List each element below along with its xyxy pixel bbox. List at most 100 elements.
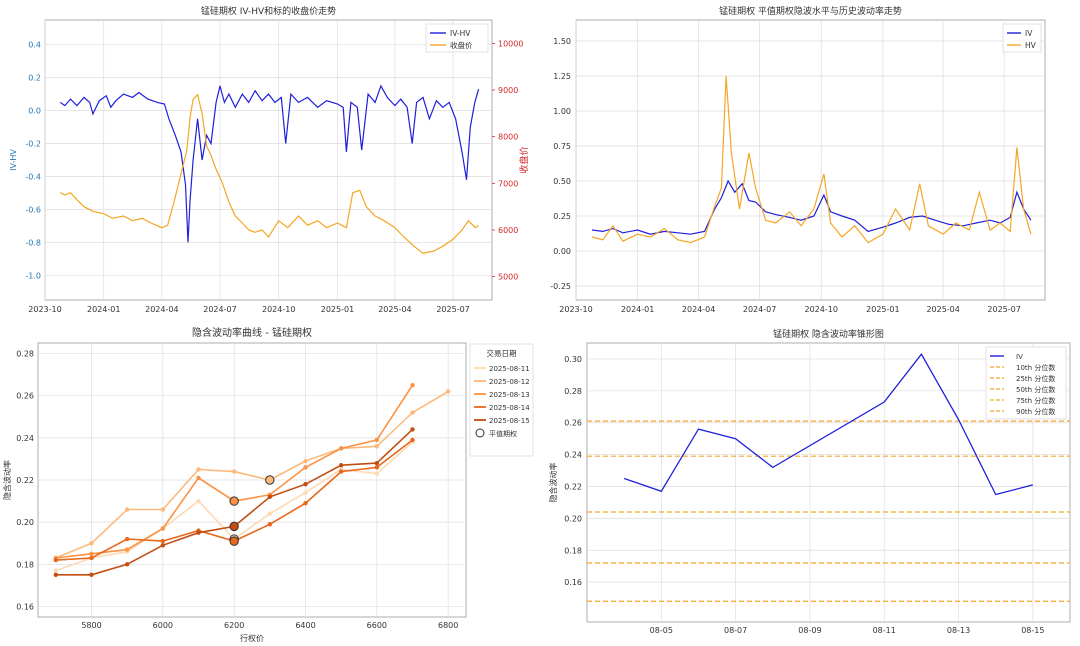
x-tick-label: 2024-01 [621,305,654,314]
legend-label: 平值期权 [489,429,517,438]
data-point [196,530,201,535]
data-point [410,437,415,443]
x-tick-label: 2024-04 [682,305,715,314]
data-point [267,494,273,500]
y-tick-label: -0.2 [25,140,41,149]
y-tick-label: 0.22 [16,476,34,485]
y-tick-label: 0.28 [16,350,34,359]
data-point [303,500,308,506]
data-point [89,541,94,546]
legend-label: HV [1025,41,1037,50]
x-tick-label: 08-11 [873,626,896,635]
x-tick-label: 2023-10 [28,305,61,314]
y-tick-label: 0.20 [564,514,582,523]
x-tick-label: 2025-04 [926,305,959,314]
legend: IV 10th 分位数 25th 分位数 50th 分位数 75th 分位数 90th 分… [985,346,1067,420]
data-point [267,522,273,527]
legend-box [425,23,489,53]
x-tick-label: 2024-01 [87,305,120,314]
data-point [124,562,130,567]
data-point [374,437,380,443]
data-point [338,469,344,474]
data-point [124,547,130,552]
x-tick-label: 2025-01 [321,305,354,314]
y-tick-label: 0.26 [564,419,582,428]
y-axis-label: 隐含波动率 [548,463,558,503]
legend: IV-HV 收盘价 [425,23,489,53]
x-tick-label: 2024-10 [262,305,295,314]
series-line-iv-hv [59,84,480,243]
legend-label: 25th 分位数 [1016,374,1055,383]
y-tick-label: 0.18 [16,560,34,569]
data-point [374,444,380,449]
y2-tick-label: 8000 [498,133,518,142]
y-tick-label: 0.22 [564,482,582,491]
y-tick-label: 0.50 [553,177,571,186]
x-tick-label: 5800 [81,621,101,630]
y-axis-label: IV-HV [9,149,18,171]
x-tick-label: 2024-07 [743,305,776,314]
legend-label: IV-HV [450,29,471,38]
x-tick-label: 6600 [367,621,387,630]
data-point [89,555,94,561]
x-tick-label: 2024-07 [203,305,236,314]
data-point [267,511,273,516]
series-line-2025-08-12 [55,390,449,559]
legend-label: 2025-08-12 [489,378,530,386]
data-point [303,465,308,470]
data-point [303,490,308,495]
data-point [303,458,308,464]
chart-title: 锰硅期权 IV-HV和标的收盘价走势 [201,5,336,17]
y2-tick-label: 10000 [498,39,523,48]
y-tick-label: 0.75 [553,142,571,151]
atm-marker [229,521,239,532]
y2-tick-label: 6000 [498,226,518,235]
data-point [338,463,344,468]
data-point [160,526,166,531]
legend: 交易日期 2025-08-11 2025-08-12 2025-08-13 2025-0… [469,343,534,457]
x-tick-label: 6200 [224,621,244,630]
chart-title: 隐含波动率曲线 - 锰硅期权 [192,326,312,339]
y-tick-label: 0.4 [28,41,41,50]
y-tick-label: 0.26 [16,392,34,401]
data-point [445,389,451,394]
data-point [410,410,415,415]
y-tick-label: 0.00 [553,247,571,256]
data-point [89,572,94,578]
data-point [410,427,415,432]
y-tick-label: 0.18 [564,546,582,555]
data-point [374,460,380,466]
y-tick-label: 0.24 [16,434,34,443]
y-axis-label: 隐含波动率 [2,460,12,500]
y-tick-label: -0.8 [25,238,41,247]
x-tick-label: 2025-07 [987,305,1020,314]
chart-iv-smile: 5800 6000 6200 6400 6600 6800 0.16 0.18 0.20 0.22… [2,326,534,643]
y-tick-label: 0.20 [16,518,34,527]
chart-title: 锰硅期权 平值期权隐波水平与历史波动率走势 [719,5,902,17]
y-tick-label: 0.0 [28,107,41,116]
y-tick-label: 0.24 [564,451,582,460]
y-tick-label: -0.6 [25,205,41,214]
data-point [196,475,201,481]
atm-marker [229,536,239,546]
x-tick-label: 08-05 [650,626,673,635]
legend: IV HV [1002,23,1042,53]
chart-title: 锰硅期权 隐含波动率锥形图 [773,328,884,340]
chart-iv-cone: 08-05 08-07 08-09 08-11 08-13 08-15 0.16 0.18 0.… [548,328,1071,635]
legend-label: 2025-08-15 [489,417,530,425]
y2-tick-label: 7000 [498,179,518,188]
data-point [196,498,201,504]
atm-marker [265,475,275,485]
legend-label: 2025-08-14 [489,404,530,412]
data-point [410,382,415,388]
data-point [124,536,130,542]
x-tick-label: 6800 [438,621,458,630]
legend-atm-marker [475,428,485,438]
series-line-close-price [60,93,479,254]
data-point [53,557,59,563]
y-tick-label: 0.30 [564,355,582,364]
legend-label: 2025-08-11 [489,365,530,373]
data-point [160,507,166,512]
y-tick-label: -1.0 [25,271,41,280]
